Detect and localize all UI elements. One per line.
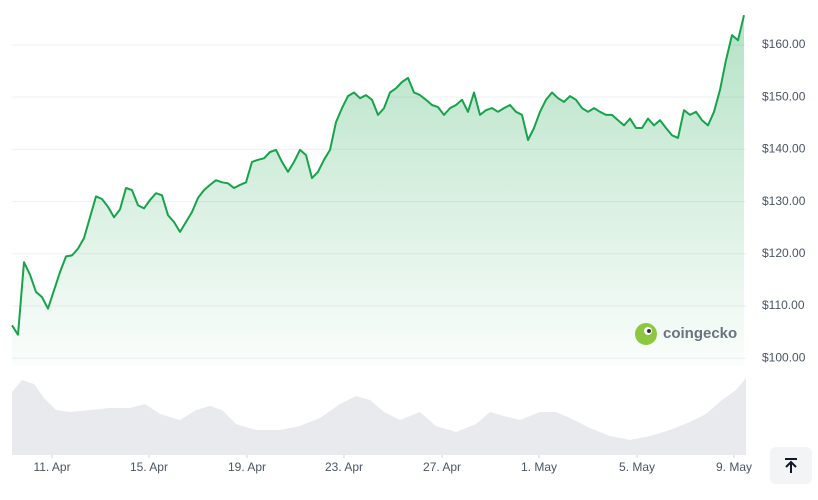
scroll-top-button[interactable] xyxy=(770,447,812,484)
y-tick-label: $150.00 xyxy=(762,89,806,103)
x-tick-label: 15. Apr xyxy=(130,460,168,474)
logo-pupil xyxy=(647,329,651,333)
y-tick-label: $100.00 xyxy=(762,350,806,364)
x-tick-label: 19. Apr xyxy=(228,460,266,474)
y-tick-label: $110.00 xyxy=(762,298,805,312)
y-tick-label: $160.00 xyxy=(762,37,806,51)
y-tick-label: $120.00 xyxy=(762,246,806,260)
watermark: coingecko xyxy=(635,323,737,345)
x-tick-label: 9. May xyxy=(716,460,752,474)
x-tick-label: 23. Apr xyxy=(325,460,363,474)
y-tick-label: $130.00 xyxy=(762,194,806,208)
price-area xyxy=(12,15,744,365)
x-tick-label: 11. Apr xyxy=(33,460,70,474)
watermark-text: coingecko xyxy=(663,325,737,342)
price-line xyxy=(11,14,745,336)
x-tick-label: 5. May xyxy=(619,460,655,474)
volume-area xyxy=(12,378,746,455)
x-tick-label: 1. May xyxy=(521,460,557,474)
x-tick-label: 27. Apr xyxy=(423,460,461,474)
y-tick-label: $140.00 xyxy=(762,142,806,156)
arrow-icon[interactable] xyxy=(785,458,797,473)
